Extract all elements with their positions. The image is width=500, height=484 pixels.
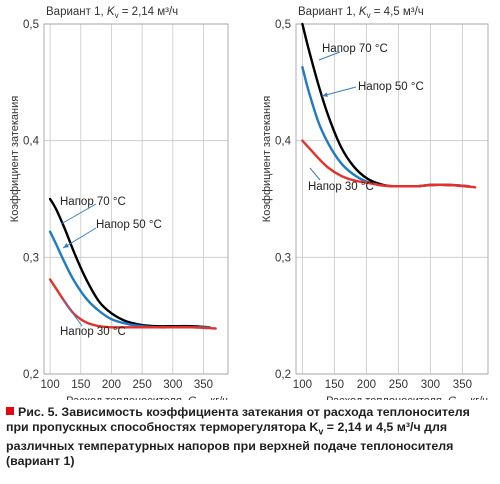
x-label-unit: , кг/ч <box>464 395 488 400</box>
caption-text-2: = 2,14 и 4,5 м³/ч для различных температ… <box>6 420 454 469</box>
series-label: Напор 70 °C <box>322 43 388 55</box>
plot-frame <box>295 23 489 375</box>
caption-text-1: Рис. 5. Зависимость коэффициента затекан… <box>6 405 470 434</box>
x-tick-label: 100 <box>293 379 312 391</box>
series-label: Напор 30 °C <box>308 181 374 193</box>
caption-subscript: v <box>318 426 324 437</box>
chart-title: Вариант 1, Kv = 4,5 м³/ч <box>298 6 424 20</box>
x-label-symbol: G <box>448 395 457 400</box>
y-tick-label: 0,2 <box>275 369 291 381</box>
y-tick-label: 0,5 <box>275 19 291 31</box>
title-prefix: Вариант 1, <box>298 6 359 18</box>
x-tick-label: 150 <box>71 379 90 391</box>
chart-title: Вариант 1, Kv = 2,14 м³/ч <box>46 6 178 20</box>
leader-line <box>60 203 97 225</box>
caption-marker <box>6 407 14 415</box>
x-axis-label: Расход теплоносителя, Gст, кг/ч <box>66 395 228 400</box>
leader-line <box>62 299 83 327</box>
y-axis-label: Коэффициент затекания <box>261 96 273 222</box>
arrow-head <box>63 243 69 248</box>
series-line-3 <box>301 139 477 189</box>
series-label: Напор 50 °C <box>358 81 424 93</box>
y-tick-label: 0,4 <box>23 136 40 148</box>
chart-panel-2: 0,2 0,3 0,4 0,5 100 150 200 250 300 350 Вариант 1,… <box>261 6 489 400</box>
series-label: Напор 30 °C <box>60 326 126 338</box>
title-subscript: v <box>115 11 119 20</box>
x-label-prefix: Расход теплоносителя, <box>326 395 448 400</box>
y-tick-label: 0,3 <box>23 252 39 264</box>
title-value: = 2,14 м³/ч <box>119 6 179 18</box>
series-line-3 <box>48 278 217 330</box>
x-label-prefix: Расход теплоносителя, <box>66 395 188 400</box>
leader-line <box>62 227 97 249</box>
chart-panel-1: 0,2 0,3 0,4 0,5 100 150 200 250 300 350 Вариант 1,… <box>9 6 229 400</box>
x-tick-label: 250 <box>133 379 152 391</box>
figure: 0,2 0,3 0,4 0,5 100 150 200 250 300 350 Вариант 1,… <box>9 6 489 400</box>
title-prefix: Вариант 1, <box>46 6 107 18</box>
title-param: K <box>359 6 368 18</box>
x-tick-label: 250 <box>389 379 408 391</box>
y-tick-label: 0,4 <box>275 136 292 148</box>
x-tick-label: 150 <box>325 379 344 391</box>
x-tick-label: 300 <box>163 379 182 391</box>
series-label: Напор 50 °C <box>96 219 162 231</box>
x-label-symbol: G <box>188 395 197 400</box>
title-value: = 4,5 м³/ч <box>371 6 424 18</box>
x-tick-label: 100 <box>41 379 60 391</box>
x-tick-label: 200 <box>102 379 121 391</box>
leader-line <box>309 167 321 181</box>
y-axis-label: Коэффициент затекания <box>9 96 21 222</box>
plot-frame <box>43 23 229 375</box>
x-label-unit: , кг/ч <box>204 395 228 400</box>
y-tick-label: 0,3 <box>275 252 291 264</box>
leader-line <box>318 51 341 61</box>
leader-line <box>321 86 357 97</box>
x-tick-label: 300 <box>421 379 440 391</box>
x-tick-label: 350 <box>453 379 472 391</box>
x-tick-label: 200 <box>357 379 376 391</box>
x-axis-label: Расход теплоносителя, Gст, кг/ч <box>326 395 488 400</box>
title-param: K <box>107 6 116 18</box>
series-label: Напор 70 °C <box>60 196 126 208</box>
arrow-head <box>322 92 328 97</box>
x-tick-label: 350 <box>194 379 213 391</box>
title-subscript: v <box>367 11 371 20</box>
y-tick-label: 0,5 <box>23 19 39 31</box>
y-tick-label: 0,2 <box>23 369 39 381</box>
figure-caption: Рис. 5. Зависимость коэффициента затекан… <box>6 405 494 469</box>
